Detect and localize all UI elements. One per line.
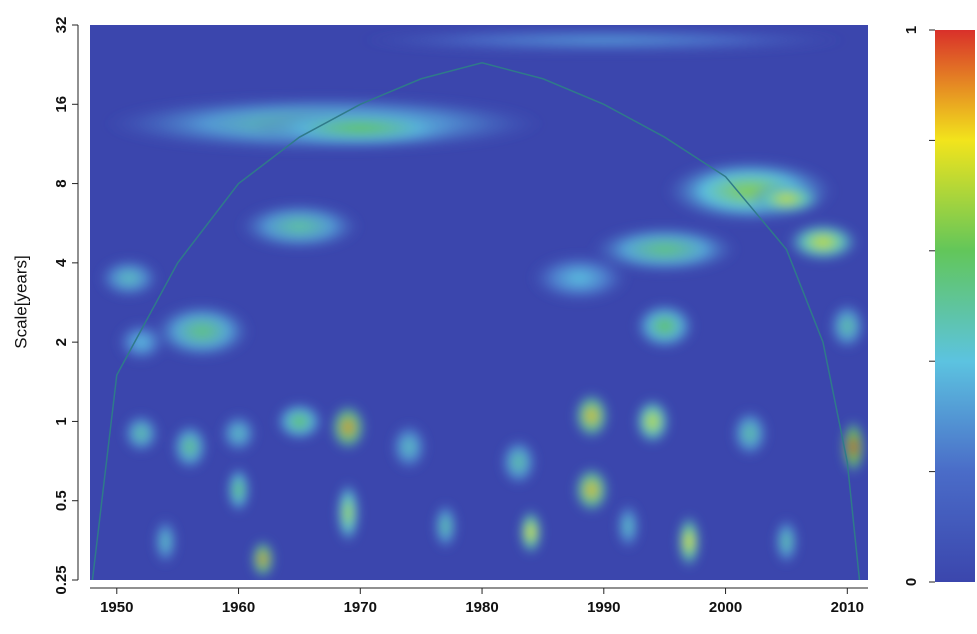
power-blob	[573, 392, 610, 440]
x-tick-label: 1950	[100, 599, 133, 616]
power-blob	[677, 514, 701, 570]
power-blob	[634, 398, 671, 446]
power-blob	[172, 423, 209, 471]
power-blob	[153, 303, 250, 359]
power-blob	[275, 402, 324, 442]
power-blob	[391, 423, 428, 471]
power-blob	[123, 414, 160, 454]
power-blob	[500, 438, 537, 486]
x-tick-label: 1990	[587, 599, 620, 616]
power-blob	[239, 203, 361, 251]
power-blob	[829, 302, 866, 350]
heatmap	[90, 25, 868, 580]
x-tick-label: 1970	[344, 599, 377, 616]
power-blob	[786, 222, 859, 262]
x-tick-label: 1980	[465, 599, 498, 616]
y-tick-label: 0.25	[53, 565, 70, 594]
power-blob	[251, 539, 275, 579]
y-tick-label: 4	[53, 258, 70, 267]
power-blob	[774, 518, 798, 566]
power-blob	[153, 518, 177, 566]
x-tick-label: 2010	[831, 599, 864, 616]
power-blob	[750, 183, 823, 215]
colorbar-tick-label: 0	[903, 578, 920, 586]
power-blob	[732, 410, 769, 458]
chart: Scale[years] 195019601970198019902000201…	[0, 0, 977, 629]
colorbar	[935, 30, 975, 582]
y-tick-label: 1	[53, 417, 70, 425]
x-tick-label: 1960	[222, 599, 255, 616]
power-blob	[330, 404, 367, 452]
power-blob	[226, 466, 250, 514]
power-blob	[360, 28, 847, 52]
power-blob	[336, 481, 360, 544]
power-blob	[573, 466, 610, 514]
power-blob	[433, 502, 457, 550]
y-tick-label: 32	[53, 17, 70, 34]
colorbar-tick-label: 1	[903, 26, 920, 34]
power-blob	[634, 302, 695, 350]
power-blob	[251, 108, 470, 148]
y-axis-label: Scale[years]	[11, 255, 30, 349]
y-tick-label: 16	[53, 96, 70, 113]
y-tick-label: 0.5	[53, 490, 70, 511]
x-tick-label: 2000	[709, 599, 742, 616]
y-tick-label: 8	[53, 179, 70, 187]
power-blob	[616, 502, 640, 550]
power-blob	[592, 226, 738, 274]
power-blob	[519, 508, 543, 556]
power-blob	[99, 258, 160, 298]
power-blob	[220, 414, 257, 454]
y-tick-label: 2	[53, 338, 70, 346]
